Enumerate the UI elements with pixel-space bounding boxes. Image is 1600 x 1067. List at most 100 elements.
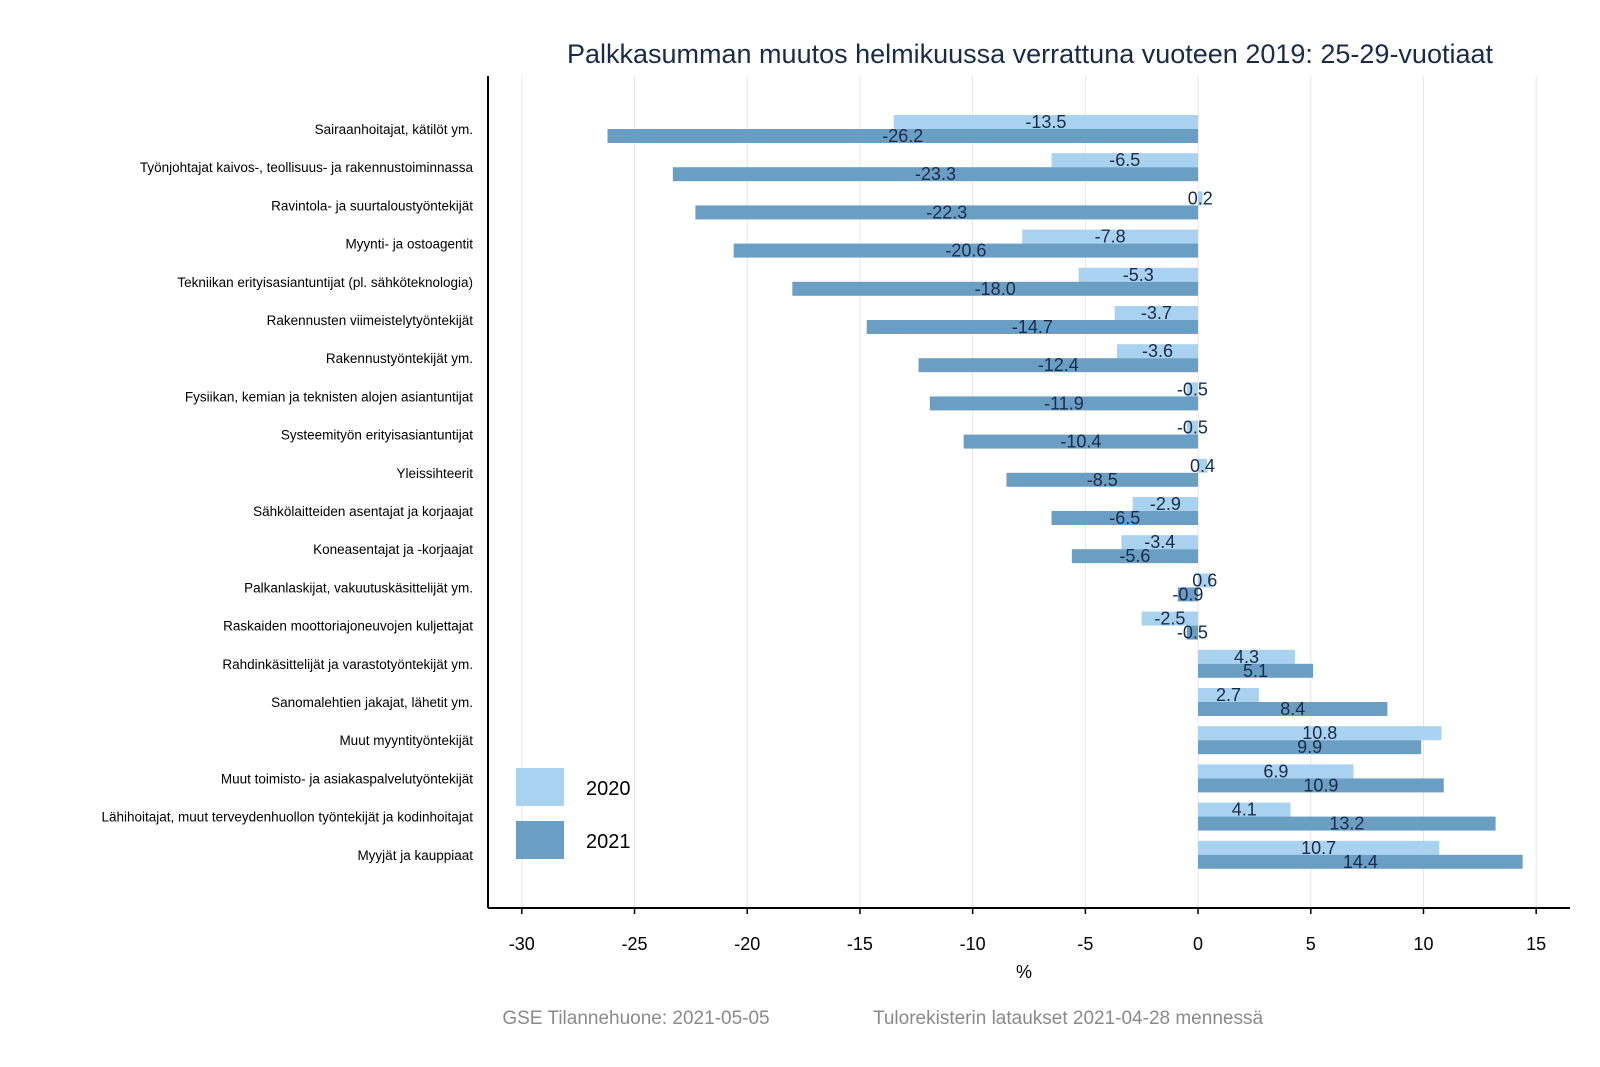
data-labels: -13.5 -26.2 -6.5 -23.3 0.2 -22.3 -7.8 -20.6 -5.3…: [882, 112, 1378, 872]
data-label-2020: -2.5: [1154, 609, 1185, 629]
bar-2021: [929, 396, 1199, 411]
legend-swatch-2020: [516, 768, 564, 806]
x-tick-label: -20: [734, 934, 760, 954]
data-label-2020: 4.1: [1232, 800, 1257, 820]
data-label-2021: -18.0: [975, 279, 1016, 299]
data-label-2021: -5.6: [1119, 546, 1150, 566]
bar-2021: [1198, 816, 1496, 831]
data-label-2021: -20.6: [945, 241, 986, 261]
data-label-2020: -2.9: [1150, 494, 1181, 514]
data-label-2020: -13.5: [1025, 112, 1066, 132]
data-label-2020: -3.7: [1141, 303, 1172, 323]
bar-2021: [1198, 740, 1422, 755]
bar-2021: [607, 129, 1199, 143]
data-label-2020: 0.4: [1190, 456, 1215, 476]
data-label-2021: 8.4: [1280, 699, 1305, 719]
data-label-2020: -6.5: [1109, 150, 1140, 170]
data-label-2020: -0.5: [1177, 418, 1208, 438]
legend-swatch-2021: [516, 821, 564, 859]
x-axis-title: %: [1016, 962, 1032, 982]
bar-2020: [1186, 382, 1199, 397]
bar-2020: [1121, 535, 1199, 550]
category-label: Myynti- ja ostoagentit: [345, 237, 473, 252]
bar-2020: [1078, 267, 1199, 282]
x-tick-labels: -30 -25 -20 -15 -10 -5 0 5 10 15: [509, 934, 1546, 954]
data-label-2021: -14.7: [1012, 317, 1053, 337]
bar-2020: [1051, 153, 1199, 168]
x-tick-label: -10: [960, 934, 986, 954]
data-label-2020: -7.8: [1095, 227, 1126, 247]
bar-2020: [1022, 229, 1199, 244]
data-label-2020: -3.4: [1144, 532, 1175, 552]
category-label: Tekniikan erityisasiantuntijat (pl. sähk…: [177, 275, 473, 290]
category-label: Muut toimisto- ja asiakaspalvelutyönteki…: [221, 771, 473, 786]
legend-label-2021: 2021: [586, 831, 631, 853]
bar-2021: [1198, 663, 1314, 678]
bar-2021: [1198, 854, 1523, 869]
bar-2020: [1116, 344, 1199, 359]
x-tick-label: -5: [1077, 934, 1093, 954]
axes: [487, 76, 1570, 914]
data-label-2021: -11.9: [1044, 393, 1084, 413]
category-label: Yleissihteerit: [396, 466, 473, 481]
bar-2020: [1198, 688, 1259, 702]
category-label: Myyjät ja kauppiaat: [357, 848, 473, 863]
bar-2020: [1198, 802, 1291, 817]
data-label-2021: -23.3: [915, 164, 956, 184]
category-label: Palkanlaskijat, vakuutuskäsittelijät ym.: [244, 580, 473, 595]
x-tick-label: 5: [1306, 934, 1316, 954]
data-label-2020: 2.7: [1216, 685, 1241, 705]
category-label: Sanomalehtien jakajat, lähetit ym.: [271, 695, 473, 710]
chart-title: Palkkasumman muutos helmikuussa verrattu…: [567, 39, 1494, 69]
bars: [607, 115, 1523, 869]
bar-2020: [1198, 191, 1203, 206]
footer-source: GSE Tilannehuone: 2021-05-05: [502, 1008, 769, 1029]
data-label-2021: -10.4: [1060, 432, 1101, 452]
category-label: Sairaanhoitajat, kätilöt ym.: [315, 122, 473, 137]
category-label: Fysiikan, kemian ja teknisten alojen asi…: [185, 389, 473, 404]
bar-2021: [695, 205, 1199, 220]
bar-2020: [1198, 726, 1442, 741]
category-label: Raskaiden moottoriajoneuvojen kuljettaja…: [223, 619, 473, 634]
category-labels: Sairaanhoitajat, kätilöt ym. Työnjohtajat…: [102, 122, 474, 863]
data-label-2020: 0.2: [1188, 188, 1213, 208]
data-label-2020: 10.7: [1301, 838, 1336, 858]
bar-2020: [1186, 420, 1199, 435]
data-label-2021: -6.5: [1109, 508, 1140, 528]
bar-2021: [963, 434, 1199, 449]
x-tick-label: -30: [509, 934, 535, 954]
bar-2021: [1186, 625, 1199, 640]
x-tick-label: -15: [847, 934, 873, 954]
bar-2021: [792, 281, 1199, 296]
x-tick-label: 0: [1193, 934, 1203, 954]
category-label: Ravintola- ja suurtaloustyöntekijät: [271, 198, 473, 213]
data-label-2021: 9.9: [1297, 737, 1322, 757]
bar-2021: [866, 320, 1199, 334]
data-label-2020: 6.9: [1263, 761, 1288, 781]
category-label: Muut myyntityöntekijät: [339, 733, 473, 748]
data-label-2021: -0.9: [1172, 584, 1203, 604]
legend-label-2020: 2020: [586, 778, 631, 800]
data-label-2020: 4.3: [1234, 647, 1259, 667]
data-label-2020: -0.5: [1177, 379, 1208, 399]
legend: 2020 2021: [516, 768, 631, 859]
bar-2020: [1114, 306, 1199, 320]
bar-2021: [1051, 511, 1199, 525]
data-label-2021: -0.5: [1177, 623, 1208, 643]
category-label: Rakennusten viimeistelytyöntekijät: [267, 313, 474, 328]
bar-2020: [1198, 764, 1354, 779]
category-label: Rakennustyöntekijät ym.: [326, 351, 473, 366]
category-label: Lähihoitajat, muut terveydenhuollon työn…: [102, 810, 474, 825]
category-label: Rahdinkäsittelijät ja varastotyöntekijät…: [222, 657, 473, 672]
x-tick-label: -25: [622, 934, 648, 954]
category-label: Koneasentajat ja -korjaajat: [313, 542, 473, 557]
bar-2020: [1132, 497, 1199, 511]
bar-2020: [1198, 840, 1440, 855]
bar-2020: [1198, 649, 1295, 664]
data-label-2021: -12.4: [1038, 355, 1079, 375]
bar-2021: [1198, 702, 1388, 716]
footer-note: Tulorekisterin lataukset 2021-04-28 menn…: [873, 1008, 1263, 1029]
data-label-2021: 14.4: [1343, 852, 1378, 872]
bar-2021: [672, 167, 1199, 182]
bar-2021: [1071, 549, 1199, 564]
